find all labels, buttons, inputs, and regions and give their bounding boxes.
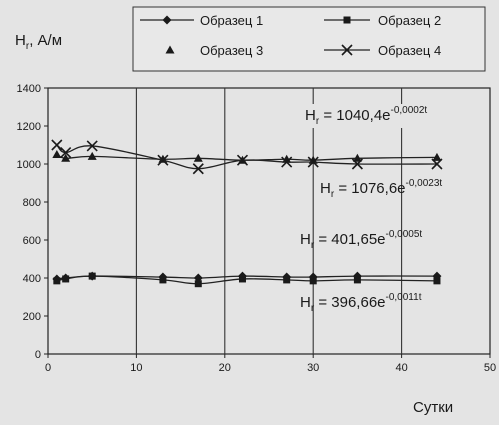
legend-entry-3: Образец 3	[165, 43, 263, 58]
x-tick-label-40: 40	[395, 362, 407, 374]
series-2-point-8	[353, 276, 361, 284]
y-tick-label-800: 800	[23, 197, 41, 209]
series-2	[53, 272, 441, 288]
legend-label-3: Образец 3	[200, 43, 263, 58]
legend-marker-4	[341, 44, 353, 56]
series-2-point-4	[194, 280, 202, 288]
fit-equation-1: Hr = 1040,4e-0,0002t	[302, 104, 431, 128]
series-2-point-3	[159, 276, 167, 284]
legend-marker-2	[343, 16, 351, 24]
plot-area	[47, 87, 491, 355]
series-4	[51, 139, 443, 175]
series-2-point-0	[53, 277, 61, 285]
series-3-point-1	[61, 153, 71, 162]
fit-equation-bg-1	[302, 104, 431, 128]
fit-equation-3: Hr = 401,65e-0,0005t	[300, 229, 422, 251]
series-2-point-7	[309, 277, 317, 285]
series-2-line	[56, 275, 437, 285]
x-tick-label-0: 0	[45, 362, 51, 374]
series-2-point-6	[283, 276, 291, 284]
x-tick-label-20: 20	[219, 362, 231, 374]
fit-equation-text-4: Hr = 396,66e-0,0011t	[300, 292, 422, 314]
series-4-line	[56, 144, 437, 170]
legend: Образец 1 Образец 2 Образец 3 Образец 4	[132, 6, 486, 72]
y-tick-label-400: 400	[23, 273, 41, 285]
series-2-point-9	[433, 277, 441, 285]
series-4-point-7	[307, 156, 319, 168]
series-4-point-0	[51, 139, 63, 151]
series-4-point-3	[157, 154, 169, 166]
legend-label-2: Образец 2	[378, 13, 441, 28]
legend-label-4: Образец 4	[378, 43, 441, 58]
series-4-point-2	[86, 140, 98, 152]
series-4-point-8	[351, 158, 363, 170]
legend-marker-3	[165, 45, 175, 54]
legend-label-1: Образец 1	[200, 13, 263, 28]
series-2-point-5	[238, 275, 246, 283]
series-3-point-8	[352, 153, 362, 162]
fit-equation-2: Hr = 1076,6e-0,0023t	[320, 178, 442, 200]
x-tick-label-50: 50	[484, 362, 496, 374]
y-tick-label-1400: 1400	[17, 83, 41, 95]
legend-marker-1	[162, 15, 172, 25]
series-4-point-9	[431, 158, 443, 170]
y-tick-label-1200: 1200	[17, 121, 41, 133]
series-4-point-5	[236, 154, 249, 166]
series-4-point-4	[192, 163, 204, 175]
y-tick-label-0: 0	[35, 349, 41, 361]
series-3-line	[56, 153, 437, 161]
series-4-point-1	[60, 147, 72, 159]
legend-entry-4: Образец 4	[324, 43, 441, 58]
legend-entry-1: Образец 1	[140, 13, 263, 28]
y-tick-label-200: 200	[23, 311, 41, 323]
x-tick-label-10: 10	[130, 362, 142, 374]
series-3-point-0	[52, 150, 62, 158]
series-4-point-6	[281, 156, 293, 168]
y-axis-title: Hr, А/м	[15, 32, 62, 52]
fit-equation-text-1: Hr = 1040,4e-0,0002t	[305, 105, 427, 127]
series-3-point-2	[87, 151, 97, 160]
y-tick-label-1000: 1000	[17, 159, 41, 171]
fit-equation-4: Hr = 396,66e-0,0011t	[300, 292, 422, 314]
fit-equation-text-3: Hr = 401,65e-0,0005t	[300, 229, 422, 251]
y-tick-label-600: 600	[23, 235, 41, 247]
series-2-point-2	[88, 272, 96, 280]
legend-box	[132, 6, 486, 72]
series-3-point-4	[193, 153, 203, 162]
x-axis-title: Сутки	[413, 399, 453, 416]
series-2-point-1	[62, 275, 70, 283]
fit-equation-text-2: Hr = 1076,6e-0,0023t	[320, 178, 442, 200]
x-tick-label-30: 30	[307, 362, 319, 374]
series-3-point-9	[432, 152, 442, 161]
legend-entry-2: Образец 2	[324, 13, 441, 28]
